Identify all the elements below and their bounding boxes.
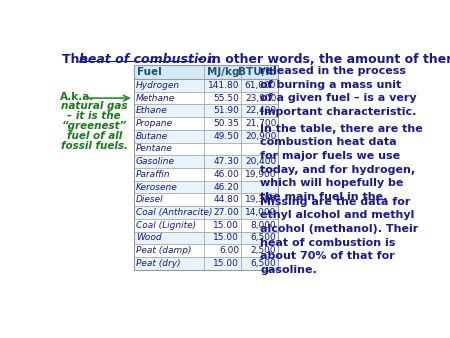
Text: Coal (Anthracite): Coal (Anthracite) <box>136 208 212 217</box>
Text: Coal (Lignite): Coal (Lignite) <box>136 221 196 230</box>
Text: Hydrogen: Hydrogen <box>136 81 180 90</box>
Text: fuel of all: fuel of all <box>67 131 122 141</box>
Bar <box>134 181 278 193</box>
Text: Pentane: Pentane <box>136 144 173 153</box>
Text: Diesel: Diesel <box>136 195 164 204</box>
Text: 6,500: 6,500 <box>251 233 276 242</box>
Text: natural gas: natural gas <box>61 101 127 111</box>
Text: 55.50: 55.50 <box>213 94 239 103</box>
Text: 15.00: 15.00 <box>213 221 239 230</box>
Text: A.k.a.: A.k.a. <box>60 92 94 102</box>
Text: 47.30: 47.30 <box>213 157 239 166</box>
Text: Wood: Wood <box>136 233 162 242</box>
Text: 23,900: 23,900 <box>245 94 276 103</box>
Text: 8,000: 8,000 <box>251 221 276 230</box>
Text: 19,300: 19,300 <box>245 195 276 204</box>
Text: Missing are the data for
ethyl alcohol and methyl
alcohol (methanol). Their
heat: Missing are the data for ethyl alcohol a… <box>260 197 418 275</box>
Text: Methane: Methane <box>136 94 176 103</box>
Text: Peat (dry): Peat (dry) <box>136 259 181 268</box>
Text: 22,400: 22,400 <box>245 106 276 115</box>
Bar <box>134 117 278 130</box>
Text: – it is the: – it is the <box>68 111 121 121</box>
Text: “greenest”: “greenest” <box>62 121 127 131</box>
Text: 20,900: 20,900 <box>245 132 276 141</box>
Bar <box>134 193 278 206</box>
Bar <box>134 79 278 92</box>
Text: – in other words, the amount of thermal energy: – in other words, the amount of thermal … <box>193 53 450 66</box>
Text: 20,400: 20,400 <box>245 157 276 166</box>
Bar <box>134 257 278 270</box>
Text: 49.50: 49.50 <box>213 132 239 141</box>
Text: 51.90: 51.90 <box>213 106 239 115</box>
Bar <box>134 104 278 117</box>
Text: Peat (damp): Peat (damp) <box>136 246 192 255</box>
Text: 141.80: 141.80 <box>207 81 239 90</box>
Text: 6.00: 6.00 <box>219 246 239 255</box>
Bar <box>134 206 278 219</box>
Text: 15.00: 15.00 <box>213 259 239 268</box>
Text: Ethane: Ethane <box>136 106 168 115</box>
Text: 27.00: 27.00 <box>213 208 239 217</box>
Text: Paraffin: Paraffin <box>136 170 171 179</box>
Text: 61,000: 61,000 <box>245 81 276 90</box>
Text: The: The <box>63 53 93 66</box>
Text: Butane: Butane <box>136 132 168 141</box>
Text: 50.35: 50.35 <box>213 119 239 128</box>
Text: Fuel: Fuel <box>137 67 162 77</box>
Text: 6,500: 6,500 <box>251 259 276 268</box>
Bar <box>134 65 278 270</box>
Bar <box>134 244 278 257</box>
Text: Propane: Propane <box>136 119 173 128</box>
Text: BTU/lb: BTU/lb <box>238 67 276 77</box>
Bar <box>134 65 278 79</box>
Bar <box>134 92 278 104</box>
Bar <box>134 232 278 244</box>
Bar <box>134 143 278 155</box>
Text: MJ/kg: MJ/kg <box>207 67 239 77</box>
Text: 46.00: 46.00 <box>213 170 239 179</box>
Text: 19,900: 19,900 <box>245 170 276 179</box>
Text: fossil fuels.: fossil fuels. <box>61 141 128 151</box>
Text: 2,500: 2,500 <box>251 246 276 255</box>
Text: heat of combustion: heat of combustion <box>79 53 216 66</box>
Text: 15.00: 15.00 <box>213 233 239 242</box>
Text: 21,700: 21,700 <box>245 119 276 128</box>
Text: released in the process
of burning a mass unit
of a given fuel – is a very
Impor: released in the process of burning a mas… <box>260 66 417 117</box>
Bar <box>134 155 278 168</box>
Bar <box>134 219 278 232</box>
Text: Gasoline: Gasoline <box>136 157 175 166</box>
Text: 14,000: 14,000 <box>245 208 276 217</box>
Text: In the table, there are the
combustion heat data
for major fuels we use
today, a: In the table, there are the combustion h… <box>260 124 423 202</box>
Text: 44.80: 44.80 <box>214 195 239 204</box>
Text: 46.20: 46.20 <box>214 183 239 192</box>
Bar <box>134 168 278 181</box>
Bar <box>134 130 278 143</box>
Text: Kerosene: Kerosene <box>136 183 178 192</box>
